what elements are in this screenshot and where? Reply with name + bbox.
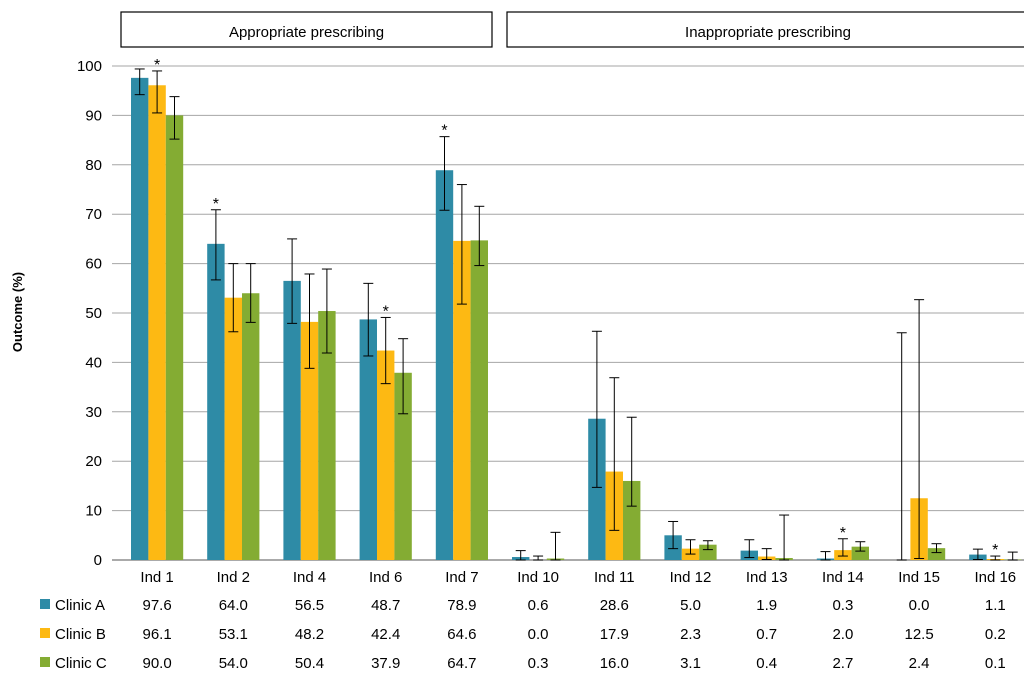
significance-marker: * <box>383 303 389 320</box>
bar-clinic-c-ind-15 <box>927 548 946 560</box>
legend-label: Clinic B <box>55 626 106 643</box>
table-value: 0.3 <box>528 655 549 672</box>
x-tick-label: Ind 2 <box>217 569 250 586</box>
table-value: 1.9 <box>756 597 777 614</box>
table-value: 0.0 <box>528 626 549 643</box>
group-header-label: Appropriate prescribing <box>229 24 384 41</box>
table-value: 2.7 <box>832 655 853 672</box>
x-tick-label: Ind 1 <box>140 569 173 586</box>
y-tick-label: 30 <box>85 404 102 421</box>
x-tick-label: Ind 13 <box>746 569 788 586</box>
table-value: 64.7 <box>447 655 476 672</box>
table-value: 3.1 <box>680 655 701 672</box>
x-tick-label: Ind 6 <box>369 569 402 586</box>
significance-marker: * <box>992 542 998 559</box>
bar-clinic-c-ind-6 <box>394 372 412 560</box>
table-value: 17.9 <box>600 626 629 643</box>
table-value: 97.6 <box>142 597 171 614</box>
x-tick-label: Ind 15 <box>898 569 940 586</box>
bar-clinic-c-ind-1 <box>165 115 184 561</box>
table-value: 2.3 <box>680 626 701 643</box>
legend-swatch <box>40 657 50 667</box>
table-value: 2.4 <box>909 655 930 672</box>
x-tick-label: Ind 4 <box>293 569 326 586</box>
table-value: 0.0 <box>909 597 930 614</box>
table-value: 48.2 <box>295 626 324 643</box>
y-tick-label: 90 <box>85 107 102 124</box>
table-value: 64.0 <box>219 597 248 614</box>
x-tick-label: Ind 16 <box>974 569 1016 586</box>
table-value: 0.3 <box>832 597 853 614</box>
table-value: 54.0 <box>219 655 248 672</box>
legend-label: Clinic A <box>55 597 105 614</box>
group-header-label: Inappropriate prescribing <box>685 24 851 41</box>
bar-clinic-c-ind-2 <box>242 293 260 560</box>
y-tick-label: 80 <box>85 157 102 174</box>
bar-clinic-a-ind-2 <box>207 243 225 560</box>
x-tick-label: Ind 7 <box>445 569 478 586</box>
table-value: 0.4 <box>756 655 777 672</box>
y-tick-label: 70 <box>85 206 102 223</box>
table-value: 1.1 <box>985 597 1006 614</box>
table-value: 53.1 <box>219 626 248 643</box>
table-value: 16.0 <box>600 655 629 672</box>
y-tick-label: 60 <box>85 256 102 273</box>
y-tick-label: 50 <box>85 305 102 322</box>
table-value: 48.7 <box>371 597 400 614</box>
table-value: 50.4 <box>295 655 324 672</box>
table-value: 90.0 <box>142 655 171 672</box>
significance-marker: * <box>441 123 447 140</box>
significance-marker: * <box>840 525 846 542</box>
legend-swatch <box>40 599 50 609</box>
legend-swatch <box>40 628 50 638</box>
table-value: 42.4 <box>371 626 400 643</box>
legend-label: Clinic C <box>55 655 107 672</box>
table-value: 0.7 <box>756 626 777 643</box>
bar-clinic-b-ind-7 <box>453 240 471 560</box>
significance-marker: * <box>213 196 219 213</box>
y-axis-label: Outcome (%) <box>10 272 25 352</box>
group-header-box <box>120 11 493 48</box>
y-tick-label: 100 <box>77 58 102 75</box>
bar-clinic-a-ind-1 <box>131 77 149 560</box>
table-value: 37.9 <box>371 655 400 672</box>
table-value: 78.9 <box>447 597 476 614</box>
bar-clinic-b-ind-4 <box>300 321 319 560</box>
x-tick-label: Ind 11 <box>594 569 635 586</box>
table-value: 56.5 <box>295 597 324 614</box>
table-value: 0.6 <box>528 597 549 614</box>
table-value: 0.1 <box>985 655 1006 672</box>
bar-clinic-b-ind-1 <box>148 85 166 561</box>
y-tick-label: 10 <box>85 503 102 520</box>
x-tick-label: Ind 10 <box>517 569 559 586</box>
y-tick-label: 20 <box>85 453 102 470</box>
bar-clinic-a-ind-6 <box>359 319 377 560</box>
group-header-box <box>506 11 1024 48</box>
bar-clinic-b-ind-2 <box>224 297 242 560</box>
table-value: 2.0 <box>832 626 853 643</box>
significance-marker: * <box>154 57 160 74</box>
table-value: 0.2 <box>985 626 1006 643</box>
bar-clinic-a-ind-7 <box>435 170 454 560</box>
bar-clinic-c-ind-4 <box>318 311 336 560</box>
bar-clinic-c-ind-7 <box>470 240 488 560</box>
y-tick-label: 40 <box>85 354 102 371</box>
x-tick-label: Ind 12 <box>670 569 712 586</box>
bar-clinic-c-ind-12 <box>699 544 717 560</box>
bar-clinic-a-ind-4 <box>283 280 301 560</box>
table-value: 96.1 <box>142 626 171 643</box>
bar-clinic-c-ind-14 <box>851 546 869 560</box>
table-value: 12.5 <box>904 626 933 643</box>
table-value: 64.6 <box>447 626 476 643</box>
table-value: 5.0 <box>680 597 701 614</box>
bar-clinic-c-ind-11 <box>623 480 641 560</box>
bar-clinic-a-ind-11 <box>588 418 606 560</box>
table-value: 28.6 <box>600 597 629 614</box>
y-tick-label: 0 <box>94 552 102 569</box>
bar-clinic-b-ind-6 <box>377 350 395 560</box>
x-tick-label: Ind 14 <box>822 569 864 586</box>
